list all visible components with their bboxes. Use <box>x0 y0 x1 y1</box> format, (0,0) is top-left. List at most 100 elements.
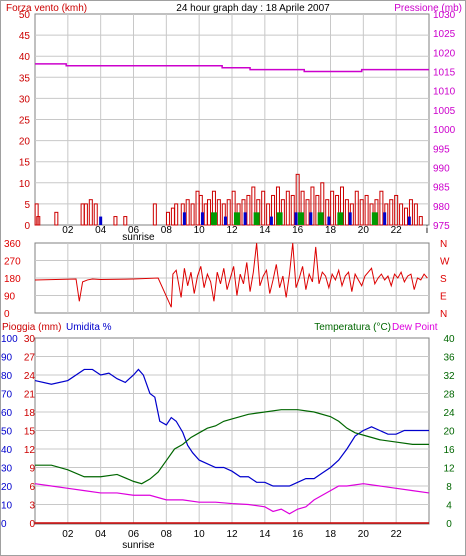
x-tick-label: 16 <box>292 529 304 540</box>
humidity-tick-label: 60 <box>1 408 13 419</box>
x-tick-label: 06 <box>128 225 140 236</box>
wind-tick-label: 5 <box>24 200 30 211</box>
wind-bar <box>83 203 88 226</box>
wind-bar <box>123 216 128 226</box>
x-tick-label: 04 <box>95 225 107 236</box>
direction-gridlines <box>35 243 429 313</box>
humidity-axis-label: Umidita % <box>66 322 112 333</box>
temperature-tick-label: 24 <box>443 408 455 419</box>
x-tick-label: 12 <box>226 225 238 236</box>
pressure-tick-label: 1015 <box>433 68 456 79</box>
x-tick-label: 08 <box>161 529 173 540</box>
wind-gust-bar-blue <box>99 216 103 225</box>
wind-bar <box>413 203 418 226</box>
rain-tick-label: 12 <box>24 445 36 456</box>
wind-gust-bar-blue <box>269 216 273 225</box>
x-tick-label: 14 <box>259 225 271 236</box>
temperature-tick-label: 32 <box>443 371 455 382</box>
wind-tick-label: 50 <box>19 10 31 21</box>
rain-tick-label: 18 <box>24 408 36 419</box>
wind-gust-bar-blue <box>348 212 352 225</box>
wind-bar <box>251 186 256 226</box>
wind-gust-bar-blue <box>309 212 313 225</box>
wind-bar <box>344 199 349 226</box>
wind-gust-bar-blue <box>383 212 387 225</box>
wind-gust-bar-green <box>297 212 304 225</box>
x-tick-label: 04 <box>95 529 107 540</box>
wind-bar <box>271 194 276 226</box>
temperature-tick-label: 12 <box>443 464 455 475</box>
wind-gust-bar-green <box>253 212 260 225</box>
wind-bar <box>185 199 190 226</box>
wind-tick-label: 25 <box>19 116 31 127</box>
wind-bar <box>261 190 266 226</box>
wind-gust-bar-green <box>317 212 324 225</box>
wind-bar <box>295 173 300 226</box>
humidity-tick-label: 100 <box>1 334 18 345</box>
wind-bar <box>152 203 157 226</box>
rain-tick-label: 27 <box>24 353 36 364</box>
humidity-tick-label: 40 <box>1 445 13 456</box>
x-tick-label: i <box>426 225 428 236</box>
humidity-tick-label: 0 <box>1 519 7 530</box>
pressure-tick-label: 980 <box>433 202 450 213</box>
rain-tick-label: 6 <box>29 482 35 493</box>
rain-tick-label: 21 <box>24 390 36 401</box>
wind-bar <box>359 199 364 226</box>
temperature-tick-label: 0 <box>446 519 452 530</box>
pressure-tick-label: 1025 <box>433 29 456 40</box>
wind-x-ticks: 02 04 06 08 10 12 14 16 18 20 22 i <box>62 225 428 236</box>
x-tick-label: 10 <box>194 225 206 236</box>
wind-tick-label: 0 <box>24 221 30 232</box>
rain-tick-label: 24 <box>24 371 36 382</box>
compass-label: E <box>440 292 447 303</box>
wind-gust-bar-blue <box>223 216 227 225</box>
x-tick-label: 22 <box>391 225 403 236</box>
rain-tick-label: 3 <box>29 501 35 512</box>
pressure-tick-label: 1010 <box>433 87 456 98</box>
wind-bar <box>216 199 221 226</box>
pressure-tick-label: 1005 <box>433 106 456 117</box>
wind-bar <box>399 203 404 226</box>
temperature-tick-label: 16 <box>443 445 455 456</box>
x-tick-label: 18 <box>325 225 337 236</box>
temperature-tick-label: 28 <box>443 390 455 401</box>
wind-bars <box>34 173 423 226</box>
direction-tick-label: 90 <box>4 292 16 303</box>
temperature-line <box>35 409 429 485</box>
humidity-line <box>34 368 429 487</box>
x-tick-label: 20 <box>358 225 370 236</box>
wind-gust-bar-blue <box>327 216 331 225</box>
wind-gust-bar-blue <box>407 216 411 225</box>
wind-bar <box>54 211 59 226</box>
rain-tick-label: 30 <box>24 334 36 345</box>
humidity-tick-label: 90 <box>1 353 13 364</box>
temperature-axis-label: Temperatura (°C) <box>314 322 391 333</box>
wind-bar <box>335 194 340 226</box>
wind-gridlines <box>35 14 429 225</box>
direction-line <box>34 242 428 308</box>
wind-tick-label: 15 <box>19 158 31 169</box>
x-tick-label: 18 <box>325 529 337 540</box>
humidity-tick-label: 20 <box>1 482 13 493</box>
humidity-temperature-chart: Pioggia (mm) Umidita % Temperatura (°C) … <box>1 322 455 551</box>
direction-tick-label: 0 <box>4 309 10 320</box>
rain-tick-label: 15 <box>24 427 36 438</box>
pressure-tick-label: 1020 <box>433 48 456 59</box>
wind-bar <box>93 203 98 226</box>
wind-gust-bar-blue <box>243 212 247 225</box>
wind-bar <box>325 199 330 226</box>
temperature-tick-label: 4 <box>446 501 452 512</box>
humidity-tick-label: 80 <box>1 371 13 382</box>
wind-bar <box>113 216 118 226</box>
humidity-tick-label: 50 <box>1 427 13 438</box>
wind-bar <box>231 190 236 226</box>
humidity-x-ticks: 02 04 06 08 10 12 14 16 18 20 22 <box>62 529 402 540</box>
wind-tick-label: 35 <box>19 73 31 84</box>
compass-label: S <box>440 274 447 285</box>
